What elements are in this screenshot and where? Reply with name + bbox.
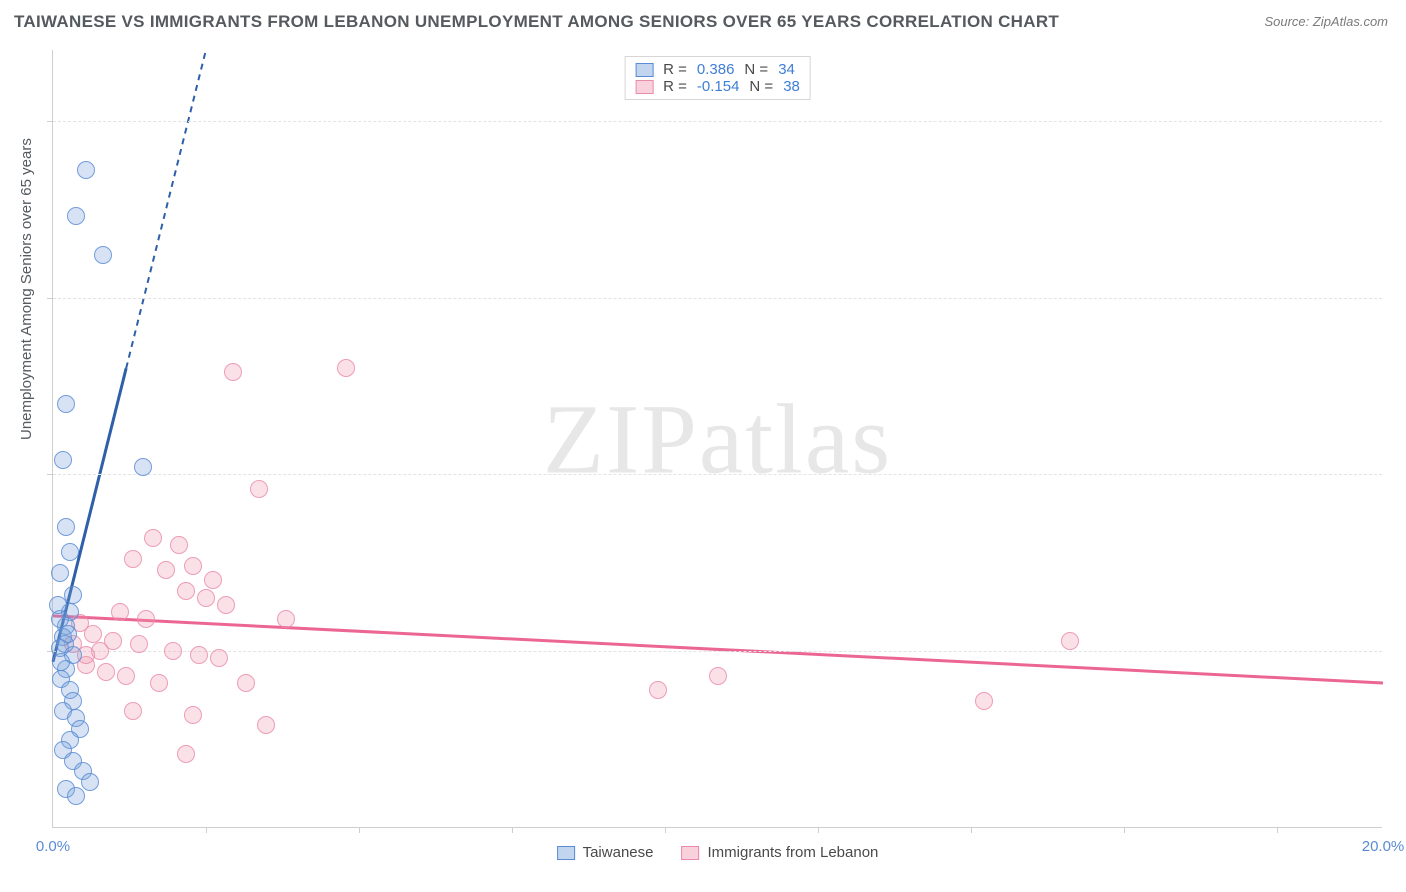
data-point — [137, 610, 155, 628]
swatch-blue-icon — [557, 846, 575, 860]
data-point — [257, 716, 275, 734]
data-point — [117, 667, 135, 685]
r-value: -0.154 — [697, 78, 740, 95]
y-axis-label: Unemployment Among Seniors over 65 years — [18, 138, 35, 440]
data-point — [97, 663, 115, 681]
data-point — [124, 702, 142, 720]
data-point — [59, 625, 77, 643]
gridline-h — [53, 651, 1382, 652]
swatch-pink-icon — [635, 80, 653, 94]
n-label: N = — [749, 78, 773, 95]
trend-lines — [53, 50, 1382, 827]
y-tick-label: 10.0% — [1392, 466, 1406, 483]
series-legend-item: Taiwanese — [557, 844, 654, 861]
swatch-blue-icon — [635, 63, 653, 77]
x-tick-mark — [818, 827, 819, 833]
scatter-plot-area: ZIPatlas R = 0.386 N = 34 R = -0.154 N =… — [52, 50, 1382, 828]
data-point — [337, 359, 355, 377]
x-tick-mark — [665, 827, 666, 833]
data-point — [184, 706, 202, 724]
data-point — [94, 246, 112, 264]
data-point — [57, 395, 75, 413]
data-point — [649, 681, 667, 699]
x-tick-mark — [206, 827, 207, 833]
data-point — [67, 787, 85, 805]
n-value: 34 — [778, 61, 795, 78]
y-tick-label: 20.0% — [1392, 112, 1406, 129]
data-point — [277, 610, 295, 628]
data-point — [67, 207, 85, 225]
x-tick-mark — [1124, 827, 1125, 833]
r-label: R = — [663, 61, 687, 78]
series-legend-item: Immigrants from Lebanon — [681, 844, 878, 861]
stats-legend-row-blue: R = 0.386 N = 34 — [635, 61, 800, 78]
data-point — [144, 529, 162, 547]
watermark: ZIPatlas — [543, 381, 892, 496]
data-point — [1061, 632, 1079, 650]
n-label: N = — [744, 61, 768, 78]
data-point — [54, 451, 72, 469]
series-label: Immigrants from Lebanon — [707, 844, 878, 861]
data-point — [124, 550, 142, 568]
data-point — [224, 363, 242, 381]
x-tick-mark — [971, 827, 972, 833]
data-point — [170, 536, 188, 554]
y-tick-label: 5.0% — [1392, 643, 1406, 660]
data-point — [210, 649, 228, 667]
data-point — [237, 674, 255, 692]
source-attribution: Source: ZipAtlas.com — [1264, 14, 1388, 29]
series-legend: Taiwanese Immigrants from Lebanon — [557, 844, 879, 861]
r-label: R = — [663, 78, 687, 95]
data-point — [57, 518, 75, 536]
data-point — [197, 589, 215, 607]
data-point — [130, 635, 148, 653]
data-point — [52, 653, 70, 671]
x-tick-label: 20.0% — [1362, 838, 1405, 855]
swatch-pink-icon — [681, 846, 699, 860]
data-point — [164, 642, 182, 660]
data-point — [204, 571, 222, 589]
stats-legend: R = 0.386 N = 34 R = -0.154 N = 38 — [624, 56, 811, 100]
gridline-h — [53, 474, 1382, 475]
data-point — [61, 543, 79, 561]
x-tick-mark — [512, 827, 513, 833]
stats-legend-row-pink: R = -0.154 N = 38 — [635, 78, 800, 95]
x-tick-mark — [1277, 827, 1278, 833]
data-point — [51, 564, 69, 582]
y-tick-label: 15.0% — [1392, 289, 1406, 306]
chart-title: TAIWANESE VS IMMIGRANTS FROM LEBANON UNE… — [14, 12, 1059, 32]
series-label: Taiwanese — [583, 844, 654, 861]
data-point — [81, 773, 99, 791]
data-point — [150, 674, 168, 692]
data-point — [217, 596, 235, 614]
data-point — [190, 646, 208, 664]
x-tick-label: 0.0% — [36, 838, 70, 855]
n-value: 38 — [783, 78, 800, 95]
data-point — [184, 557, 202, 575]
data-point — [157, 561, 175, 579]
r-value: 0.386 — [697, 61, 735, 78]
data-point — [975, 692, 993, 710]
data-point — [111, 603, 129, 621]
data-point — [177, 582, 195, 600]
data-point — [709, 667, 727, 685]
data-point — [134, 458, 152, 476]
gridline-h — [53, 121, 1382, 122]
data-point — [250, 480, 268, 498]
gridline-h — [53, 298, 1382, 299]
data-point — [77, 161, 95, 179]
data-point — [177, 745, 195, 763]
x-tick-mark — [359, 827, 360, 833]
data-point — [49, 596, 67, 614]
